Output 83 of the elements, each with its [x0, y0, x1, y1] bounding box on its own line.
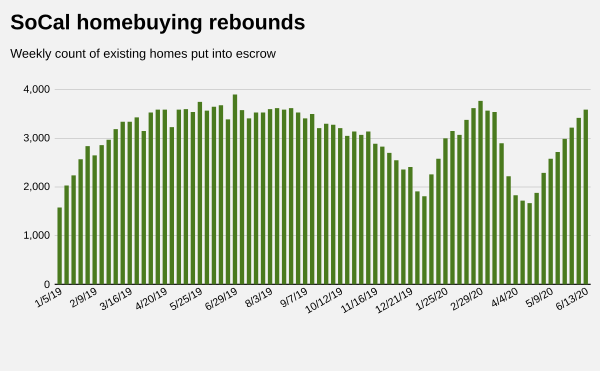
bar	[288, 108, 294, 284]
bar	[324, 124, 328, 284]
bar	[443, 138, 448, 284]
bar	[485, 110, 490, 284]
bar	[232, 94, 238, 284]
bar	[556, 152, 560, 284]
bar	[366, 132, 370, 284]
bar	[198, 102, 202, 284]
bar	[64, 186, 69, 284]
bar	[57, 207, 62, 284]
bar	[120, 122, 125, 284]
bar	[162, 110, 167, 284]
bar	[478, 100, 483, 284]
bar	[170, 127, 174, 284]
bar	[520, 200, 525, 284]
bar	[310, 114, 314, 284]
bar	[450, 131, 455, 284]
bar	[274, 108, 280, 284]
bar	[584, 110, 588, 284]
bar	[387, 152, 392, 284]
bar	[506, 176, 511, 284]
bar	[345, 136, 350, 284]
bar	[408, 167, 413, 284]
bar	[331, 124, 336, 284]
bar	[134, 117, 139, 284]
bar	[422, 196, 427, 284]
bar	[492, 112, 497, 284]
bar	[106, 140, 111, 284]
bar	[570, 128, 574, 284]
y-tick-label: 3,000	[24, 134, 50, 143]
bar	[464, 120, 469, 284]
bar	[142, 131, 146, 284]
y-tick-label: 0	[44, 280, 50, 288]
bar	[246, 118, 252, 284]
y-tick-label: 1,000	[24, 231, 50, 240]
bar	[184, 109, 188, 284]
bar	[268, 109, 272, 284]
bar	[373, 144, 378, 284]
bar	[527, 203, 532, 284]
bar	[548, 158, 553, 284]
bar	[562, 138, 567, 284]
bar	[429, 174, 434, 284]
bar	[78, 159, 83, 284]
bar	[415, 191, 420, 284]
bar	[296, 112, 300, 284]
bar	[71, 175, 76, 284]
bar	[204, 110, 210, 284]
bar	[114, 129, 118, 284]
bar	[92, 155, 97, 284]
bar	[352, 132, 356, 284]
bar	[436, 158, 441, 284]
bar	[240, 110, 244, 284]
bar	[457, 134, 462, 284]
bar	[513, 195, 518, 284]
bar	[534, 192, 539, 284]
bar	[302, 118, 308, 284]
bar	[100, 145, 104, 284]
bar	[218, 105, 224, 284]
bar	[401, 169, 406, 284]
bar	[128, 122, 132, 284]
bar	[156, 110, 160, 284]
bar	[359, 134, 364, 284]
bar	[212, 106, 216, 284]
y-tick-label: 2,000	[24, 182, 50, 192]
bar	[576, 118, 581, 284]
bar	[176, 110, 182, 284]
bar	[226, 119, 230, 284]
chart-subtitle: Weekly count of existing homes put into escrow	[10, 48, 276, 60]
bar	[471, 108, 476, 284]
chart-title: SoCal homebuying rebounds	[10, 14, 305, 34]
bar	[541, 172, 546, 284]
bar	[282, 110, 286, 284]
bar	[260, 112, 266, 284]
bar	[394, 160, 399, 284]
bar	[190, 112, 196, 284]
bar	[254, 112, 258, 284]
bar	[338, 128, 342, 284]
bar	[499, 143, 504, 284]
y-tick-label: 4,000	[24, 85, 50, 94]
bar	[380, 146, 384, 284]
bar	[148, 112, 153, 284]
bar	[316, 128, 322, 284]
bar	[85, 146, 90, 284]
